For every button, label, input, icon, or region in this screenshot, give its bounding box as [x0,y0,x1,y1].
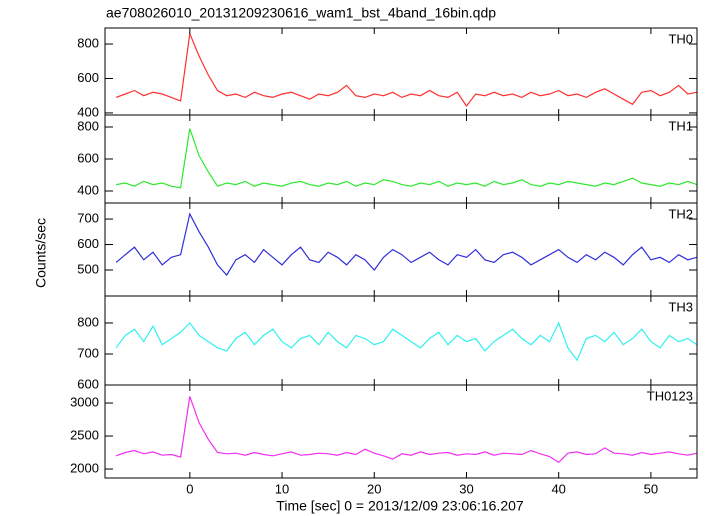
data-line [115,128,697,189]
y-tick-label: 600 [77,376,99,391]
x-tick-label: 20 [367,481,381,496]
y-tick-label: 500 [77,261,99,276]
x-tick-label: 10 [275,481,289,496]
y-tick-label: 2500 [70,427,99,442]
x-tick-label: 50 [644,481,658,496]
y-tick-label: 2000 [70,460,99,475]
data-line [115,212,697,277]
panel-label: TH3 [668,299,693,314]
y-tick-label: 600 [77,150,99,165]
x-axis-label: Time [sec] 0 = 2013/12/09 23:06:16.207 [276,498,524,514]
y-tick-label: 3000 [70,394,99,409]
panel-label: TH0123 [647,388,693,403]
panel-label: TH0 [668,31,693,46]
y-axis-label: Counts/sec [33,218,49,288]
y-tick-label: 800 [77,118,99,133]
data-line [115,31,697,108]
y-tick-label: 400 [77,182,99,197]
y-tick-label: 700 [77,210,99,225]
data-line [115,396,697,464]
x-tick-label: 40 [551,481,565,496]
data-line [115,321,697,362]
y-tick-label: 600 [77,70,99,85]
chart-title: ae708026010_20131209230616_wam1_bst_4ban… [106,5,496,21]
x-tick-label: 30 [459,481,473,496]
panel-label: TH2 [668,206,693,221]
panel-label: TH1 [668,118,693,133]
y-tick-label: 600 [77,236,99,251]
x-tick-label: 0 [186,481,193,496]
y-tick-label: 800 [77,35,99,50]
panel-frame [104,384,698,479]
y-tick-label: 700 [77,345,99,360]
y-tick-label: 800 [77,314,99,329]
y-tick-label: 400 [77,104,99,119]
